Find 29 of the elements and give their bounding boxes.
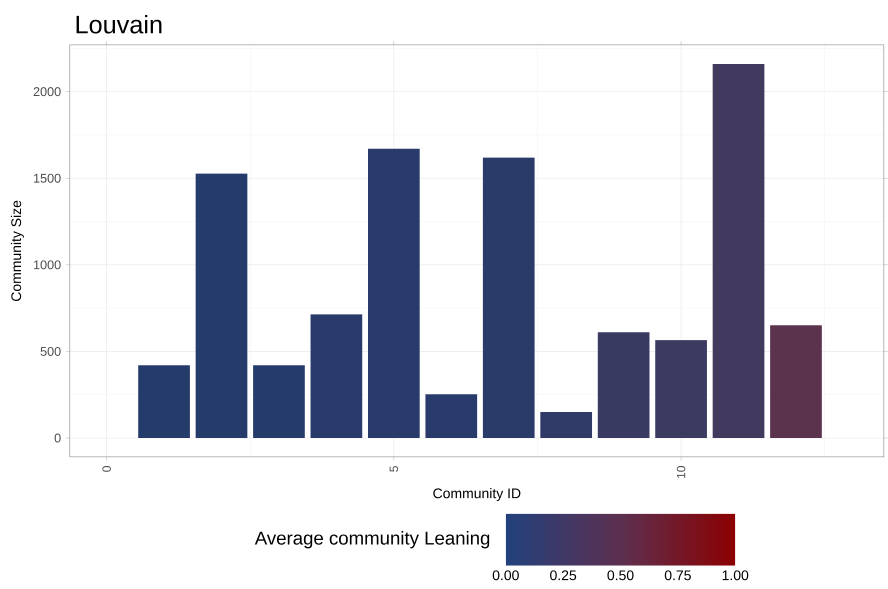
color-bar-label: 0.25	[550, 570, 576, 580]
y-tick-label: 1000	[34, 260, 61, 270]
bar	[482, 158, 535, 438]
chart-title: Louvain	[76, 15, 162, 34]
x-axis-title: Community ID	[433, 488, 520, 502]
x-tick-label: 5	[390, 466, 398, 472]
bar	[253, 365, 305, 438]
bar	[655, 340, 707, 438]
y-tick-label: 2000	[34, 87, 61, 96]
color-bar-title: Average community Leaning	[254, 531, 490, 549]
x-tick-label: 10	[676, 466, 686, 478]
y-axis-title: Community Size	[10, 200, 24, 302]
y-tick-label: 500	[40, 347, 61, 356]
y-tick-label: 1500	[34, 174, 61, 183]
y-tick-label: 0	[54, 434, 61, 443]
color-bar-label: 1.00	[722, 570, 748, 580]
bar	[368, 149, 420, 438]
bar	[540, 412, 592, 438]
bar	[138, 365, 190, 438]
bar	[712, 64, 764, 438]
color-bar-label: 0.50	[607, 570, 634, 580]
color-bar-label: 0.75	[664, 570, 691, 580]
color-bar-label: 0.00	[492, 570, 519, 580]
bar	[770, 325, 822, 438]
x-tick-label: 0	[102, 466, 111, 472]
bar	[310, 314, 362, 438]
bar	[425, 394, 478, 438]
bar	[196, 174, 248, 438]
bar	[598, 332, 650, 438]
